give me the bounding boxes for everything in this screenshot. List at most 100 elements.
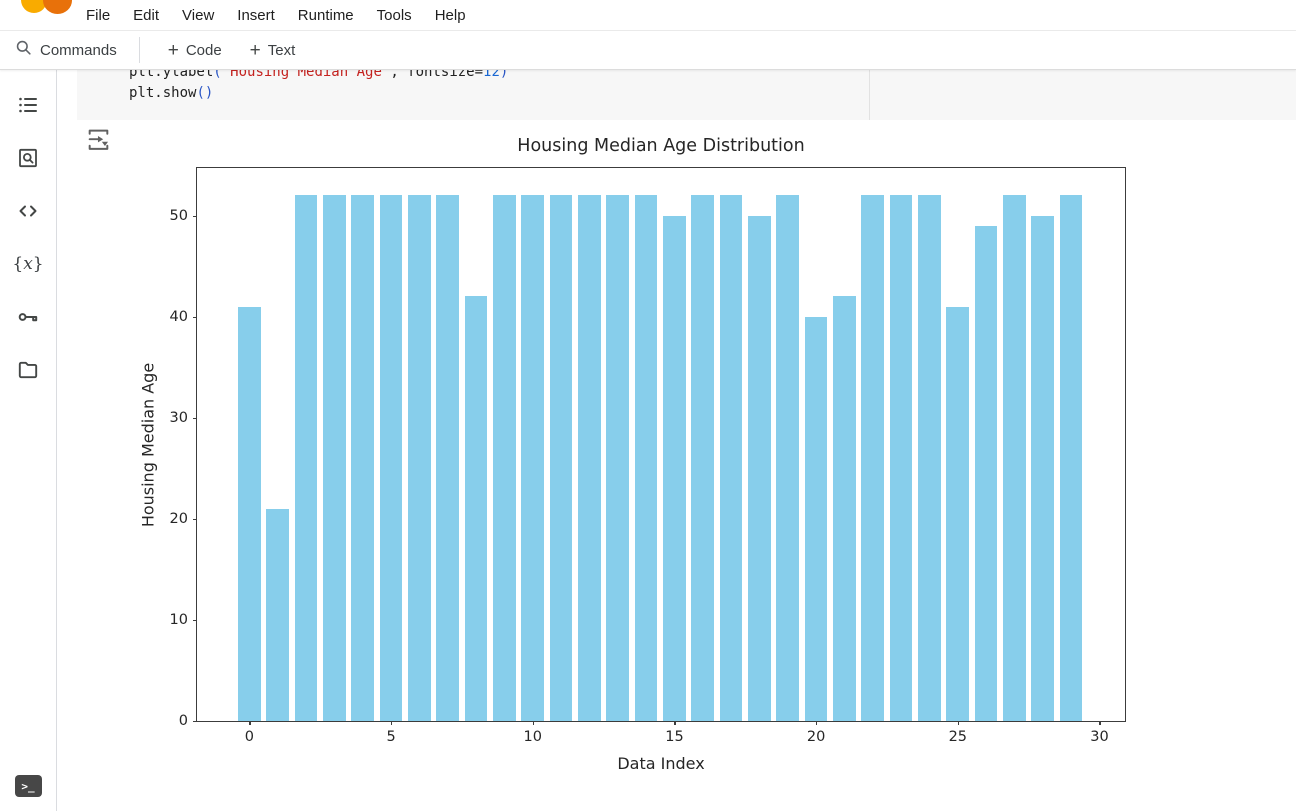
y-tick-label: 20 xyxy=(169,510,188,527)
bar xyxy=(719,195,743,721)
variables-icon[interactable]: {x} xyxy=(12,252,43,276)
x-axis-label: Data Index xyxy=(617,754,705,773)
bar xyxy=(436,195,460,721)
add-code-label: Code xyxy=(185,41,222,59)
bar xyxy=(238,306,261,721)
bar xyxy=(294,195,318,721)
menu-items: File Edit View Insert Runtime Tools Help xyxy=(0,0,1296,30)
y-tick-mark xyxy=(193,619,197,622)
terminal-button[interactable]: >_ xyxy=(14,775,42,797)
x-tick-mark xyxy=(249,721,251,725)
x-tick-label: 15 xyxy=(665,729,684,745)
variables-glyph: {x} xyxy=(12,254,44,274)
bar xyxy=(323,195,346,721)
commands-label: Commands xyxy=(40,41,117,59)
x-tick-label: 5 xyxy=(386,729,396,745)
menu-edit[interactable]: Edit xyxy=(133,6,160,24)
x-tick-label: 10 xyxy=(523,729,542,745)
x-tick-label: 30 xyxy=(1090,729,1109,745)
bar xyxy=(861,195,885,721)
cell-output-options-icon[interactable] xyxy=(85,126,113,154)
menu-view[interactable]: View xyxy=(182,6,215,24)
y-tick-label: 10 xyxy=(169,611,188,628)
code-line: plt.ylabel("Housing Median Age", fontsiz… xyxy=(129,70,509,80)
bar xyxy=(1059,195,1083,721)
y-tick-mark xyxy=(193,215,197,217)
chart-title: Housing Median Age Distribution xyxy=(517,136,805,156)
bar xyxy=(521,195,545,721)
x-tick-mark xyxy=(1099,721,1101,725)
notebook-toolbar: Commands + Code + Text xyxy=(0,31,1296,70)
bar xyxy=(833,296,856,721)
toolbar-divider xyxy=(138,37,140,63)
add-code-button[interactable]: + Code xyxy=(168,41,222,60)
code-cell[interactable]: plt.ylabel("Housing Median Age", fontsiz… xyxy=(77,70,1296,120)
bar xyxy=(748,215,771,721)
x-tick-mark xyxy=(957,721,959,725)
table-of-contents-icon[interactable] xyxy=(16,93,40,117)
bar xyxy=(946,306,970,721)
chart-output: Housing Median Age Distribution 0 5 10 15 20… xyxy=(139,136,1126,773)
colab-logo-icon[interactable] xyxy=(43,0,72,14)
search-icon xyxy=(14,38,33,62)
bar xyxy=(493,195,516,721)
menu-tools[interactable]: Tools xyxy=(376,6,412,24)
bar xyxy=(464,296,488,721)
main-area: {x} >_ plt.ylabel("Housing Median Age", … xyxy=(0,70,1296,811)
x-tick-label: 0 xyxy=(244,729,255,745)
add-text-button[interactable]: + Text xyxy=(250,41,296,60)
x-tick-mark xyxy=(532,721,534,725)
bar xyxy=(606,195,630,721)
bar xyxy=(408,195,431,721)
menubar: File Edit View Insert Runtime Tools Help xyxy=(0,0,1296,31)
bar xyxy=(379,195,403,721)
bar xyxy=(1031,215,1055,721)
commands-button[interactable]: Commands xyxy=(14,38,117,62)
files-folder-icon[interactable] xyxy=(16,358,40,382)
bar xyxy=(918,195,941,721)
plus-icon: + xyxy=(249,39,261,61)
bar xyxy=(691,195,715,721)
bar xyxy=(889,195,913,721)
x-tick-label: 20 xyxy=(806,729,826,745)
add-text-label: Text xyxy=(267,41,296,59)
terminal-icon: >_ xyxy=(14,775,42,797)
find-and-replace-icon[interactable] xyxy=(16,146,40,170)
menu-file[interactable]: File xyxy=(86,6,111,24)
left-sidebar: {x} >_ xyxy=(0,70,57,811)
bar xyxy=(1003,195,1026,721)
y-tick-label: 30 xyxy=(169,409,188,426)
code-line: plt.show() xyxy=(129,85,214,101)
bar xyxy=(351,195,375,721)
notebook-content: plt.ylabel("Housing Median Age", fontsiz… xyxy=(57,70,1296,811)
secrets-key-icon[interactable] xyxy=(16,305,40,329)
y-tick-mark xyxy=(193,721,197,723)
bar xyxy=(266,508,290,721)
y-tick-mark xyxy=(193,417,197,419)
menu-insert[interactable]: Insert xyxy=(237,6,275,24)
y-tick-mark xyxy=(193,518,197,520)
plus-icon: + xyxy=(167,39,179,61)
bar xyxy=(663,215,686,721)
y-tick-label: 40 xyxy=(169,308,188,325)
menu-runtime[interactable]: Runtime xyxy=(297,6,354,24)
editor-divider xyxy=(869,70,870,120)
menu-help[interactable]: Help xyxy=(434,6,466,24)
y-tick-label: 0 xyxy=(178,713,188,729)
bar xyxy=(974,225,998,721)
x-tick-mark xyxy=(816,721,818,725)
y-axis-label: Housing Median Age xyxy=(138,362,158,527)
x-tick-label: 25 xyxy=(948,729,968,745)
plot-area: 0 5 10 15 20 25 30 0 10 20 30 40 50 xyxy=(170,167,1126,745)
bar xyxy=(634,195,658,721)
bar xyxy=(549,195,573,721)
bar xyxy=(578,195,601,721)
x-tick-mark xyxy=(391,721,393,725)
code-snippets-icon[interactable] xyxy=(16,199,40,223)
y-tick-mark xyxy=(193,316,197,318)
y-tick-label: 50 xyxy=(169,207,188,224)
colab-logo-icon[interactable] xyxy=(21,0,47,13)
x-tick-mark xyxy=(674,721,676,725)
code-lines: plt.ylabel("Housing Median Age", fontsiz… xyxy=(77,70,1296,104)
bar xyxy=(804,316,828,721)
